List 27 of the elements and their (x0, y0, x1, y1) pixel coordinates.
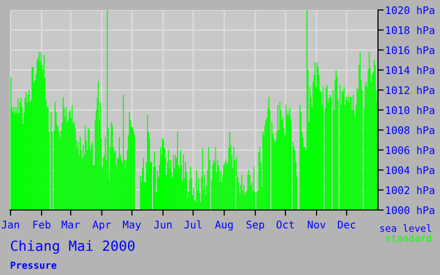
x-tick-label: May (122, 220, 141, 231)
x-tick-label: Nov (308, 220, 326, 229)
x-tick-label: Jan (2, 220, 19, 229)
x-tick-label: Apr (92, 220, 111, 231)
text: standard (386, 234, 432, 242)
y-tick-label: 1014 hPa (386, 66, 434, 74)
x-tick-label: Dec (338, 220, 356, 229)
text: Chiang Mai 2000 (10, 240, 135, 254)
y-tick-label: 1000 hPa (386, 206, 434, 214)
x-tick-label: Jun (154, 220, 172, 229)
x-tick-label: Mar (62, 220, 80, 229)
y-tick-label: 1012 hPa (386, 86, 434, 94)
x-tick-label: Feb (33, 220, 50, 229)
text: Pressure (10, 262, 56, 269)
y-tick-label: 1020 hPa (386, 6, 434, 14)
y-tick-label: 1002 hPa (386, 186, 434, 194)
y-tick-label: 1006 hPa (386, 146, 434, 154)
y-tick-label: 1018 hPa (386, 26, 434, 34)
x-tick-label: Oct (276, 220, 294, 229)
text: sea level (380, 224, 432, 232)
y-tick-label: 1008 hPa (386, 126, 434, 134)
x-tick-label: Sep (246, 220, 264, 231)
y-tick-label: 1016 hPa (386, 46, 434, 54)
x-tick-label: Aug (215, 220, 233, 231)
y-tick-label: 1004 hPa (386, 166, 434, 174)
x-tick-label: Jul (184, 220, 202, 229)
y-tick-label: 1010 hPa (386, 106, 434, 114)
